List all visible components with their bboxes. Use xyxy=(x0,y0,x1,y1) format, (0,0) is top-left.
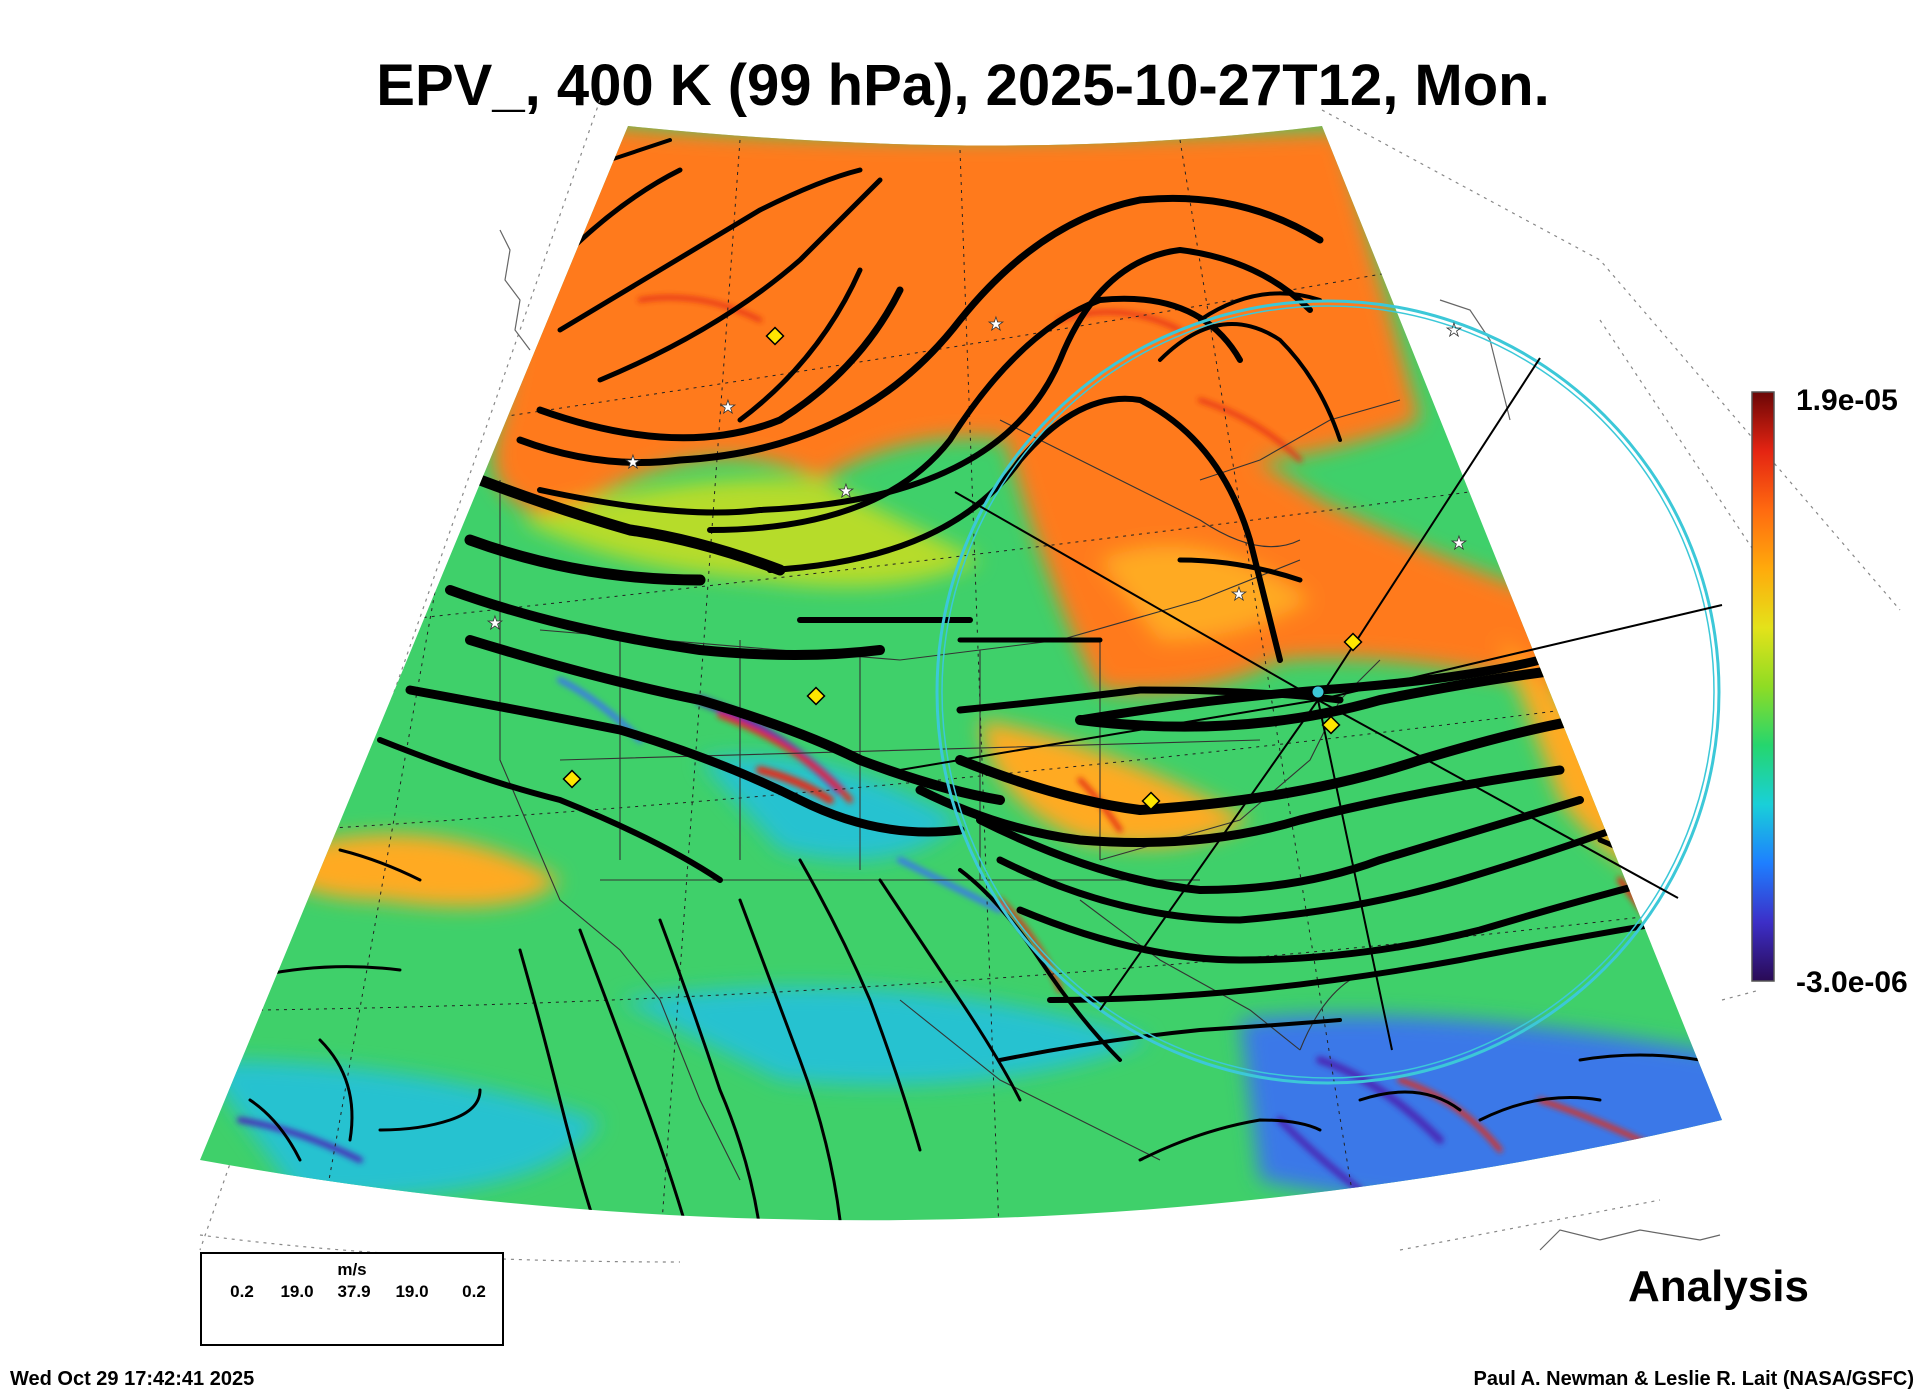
streamlines xyxy=(238,138,1712,1221)
star-marker: ★ xyxy=(838,481,854,502)
wind-legend-unit: m/s xyxy=(337,1260,367,1279)
diamond-marker xyxy=(1321,715,1341,735)
graticule-outer xyxy=(199,99,1901,1263)
star-marker: ★ xyxy=(1446,320,1462,341)
wind-legend-value: 19.0 xyxy=(395,1282,429,1301)
wind-legend-value: 37.9 xyxy=(337,1282,371,1301)
footer-credit: Paul A. Newman & Leslie R. Lait (NASA/GS… xyxy=(1473,1368,1914,1390)
star-marker: ★ xyxy=(487,613,503,634)
diamond-marker xyxy=(562,769,582,789)
colorbar xyxy=(1751,391,1775,982)
plot-title: EPV_, 400 K (99 hPa), 2025-10-27T12, Mon… xyxy=(376,53,1550,118)
star-marker: ★ xyxy=(1231,584,1247,605)
diamond-marker xyxy=(765,326,785,346)
star-marker: ★ xyxy=(720,397,736,418)
star-marker: ★ xyxy=(625,452,641,473)
wind-legend-value: 19.0 xyxy=(280,1282,314,1301)
analysis-label: Analysis xyxy=(1628,1262,1809,1311)
wind-legend-value: 0.2 xyxy=(462,1282,486,1301)
star-marker: ★ xyxy=(1451,533,1467,554)
wind-legend-value: 0.2 xyxy=(230,1282,254,1301)
diamond-marker xyxy=(1141,791,1161,811)
colorbar-min-label: -3.0e-06 xyxy=(1796,966,1908,999)
star-markers: ★ ★ ★ ★ ★ ★ ★ ★ xyxy=(487,314,1468,635)
site-markers xyxy=(562,326,1363,811)
colorbar-max-label: 1.9e-05 xyxy=(1796,384,1898,417)
diamond-marker xyxy=(806,686,826,706)
star-marker: ★ xyxy=(988,314,1004,335)
footer-timestamp: Wed Oct 29 17:42:41 2025 xyxy=(10,1368,255,1390)
coastline-outer xyxy=(499,229,1721,1251)
diamond-marker xyxy=(1343,632,1363,652)
wind-legend: m/s 0.2 19.0 37.9 19.0 0.2 xyxy=(200,1252,504,1346)
vortex-ring xyxy=(899,299,1723,1085)
